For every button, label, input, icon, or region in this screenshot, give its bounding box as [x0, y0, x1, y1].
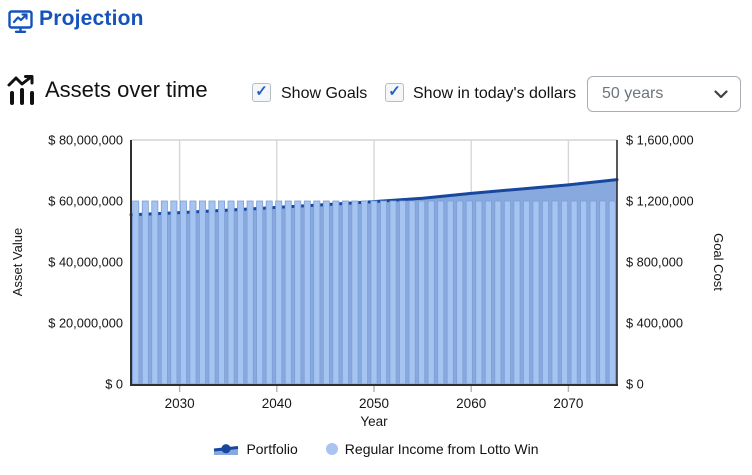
income-bar [208, 200, 216, 385]
income-bar [484, 200, 492, 385]
income-bar [532, 200, 540, 385]
income-bar [170, 200, 178, 385]
assets-over-time-chart: 2030 2040 2050 2060 2070 Year $ 0 $ 20,000,000 $… [0, 127, 752, 439]
income-bar [189, 200, 197, 385]
income-bar [503, 200, 511, 385]
chart-legend: Portfolio Regular Income from Lotto Win [0, 441, 752, 457]
right-axis-title: Goal Cost [711, 233, 726, 291]
left-axis-title: Asset Value [10, 228, 25, 296]
income-bar [475, 200, 483, 385]
projection-monitor-icon [8, 10, 33, 33]
right-tick-label: $ 1,200,000 [626, 194, 694, 209]
legend-item-portfolio[interactable]: Portfolio [213, 441, 298, 457]
income-bar [237, 200, 245, 385]
left-tick-label: $ 0 [105, 377, 123, 392]
income-bar [141, 200, 149, 385]
income-bar [303, 200, 311, 385]
left-tick-label: $ 80,000,000 [48, 133, 123, 148]
income-bar [351, 200, 359, 385]
income-bar [332, 200, 340, 385]
chart-canvas: 2030 2040 2050 2060 2070 Year $ 0 $ 20,000,000 $… [10, 133, 726, 430]
income-bar [551, 200, 559, 385]
projection-range-select[interactable]: 50 years [587, 76, 741, 112]
left-tick-label: $ 20,000,000 [48, 316, 123, 331]
income-bar [370, 200, 378, 385]
range-select-value: 50 years [602, 85, 664, 102]
income-bar [284, 200, 292, 385]
x-tick-label: 2070 [553, 396, 583, 411]
todays-dollars-label[interactable]: Show in today's dollars [413, 85, 577, 102]
income-bar [179, 200, 187, 385]
income-bar [275, 200, 283, 385]
income-bar [399, 200, 407, 385]
income-bar [580, 200, 588, 385]
income-bar [427, 200, 435, 385]
income-bar [456, 200, 464, 385]
income-bar [570, 200, 578, 385]
x-tick-label: 2050 [359, 396, 389, 411]
income-bar [341, 200, 349, 385]
income-bar [599, 200, 607, 385]
portfolio-legend-marker-icon [214, 443, 239, 455]
show-goals-label[interactable]: Show Goals [281, 85, 368, 102]
right-tick-label: $ 400,000 [626, 316, 683, 331]
income-bar [389, 200, 397, 385]
x-tick-label: 2040 [262, 396, 292, 411]
lotto-legend-marker-icon [325, 443, 338, 455]
income-bar [227, 200, 235, 385]
left-tick-label: $ 40,000,000 [48, 255, 123, 270]
income-bar [313, 200, 321, 385]
todays-dollars-checkbox[interactable]: ✓ [385, 83, 404, 102]
left-tick-label: $ 60,000,000 [48, 194, 123, 209]
legend-label: Portfolio [246, 441, 298, 457]
income-bar [608, 200, 616, 385]
income-bar [542, 200, 549, 385]
income-bar [589, 200, 597, 385]
income-bar [418, 200, 426, 385]
income-bar [561, 200, 569, 385]
show-goals-checkbox[interactable]: ✓ [252, 83, 271, 102]
income-bar [160, 200, 168, 385]
income-bar [437, 200, 445, 385]
income-bar [132, 200, 140, 385]
income-bar [494, 200, 502, 385]
income-bar [265, 200, 273, 385]
x-tick-label: 2060 [456, 396, 486, 411]
legend-label: Regular Income from Lotto Win [344, 441, 539, 457]
legend-item-lotto-income[interactable]: Regular Income from Lotto Win [325, 441, 539, 457]
income-bar [218, 200, 225, 385]
x-axis-title: Year [360, 414, 388, 429]
income-bar [446, 200, 454, 385]
income-bar [246, 200, 254, 385]
x-tick-label: 2030 [165, 396, 195, 411]
income-bar [199, 200, 206, 385]
checkmark-icon: ✓ [388, 83, 401, 100]
income-bar [513, 200, 521, 385]
section-title: Assets over time [45, 77, 208, 102]
chevron-down-icon [714, 89, 728, 98]
income-bar [361, 200, 368, 385]
assets-chart-icon [7, 75, 34, 105]
right-tick-label: $ 1,600,000 [626, 133, 694, 148]
page-title: Projection [39, 7, 144, 30]
income-bar [465, 200, 473, 385]
income-bar [151, 200, 159, 385]
right-tick-label: $ 800,000 [626, 255, 683, 270]
income-bar [294, 200, 302, 385]
checkmark-icon: ✓ [255, 83, 268, 100]
income-bar [256, 200, 264, 385]
right-tick-label: $ 0 [626, 377, 644, 392]
income-bar [523, 200, 530, 385]
income-bar [322, 200, 330, 385]
income-bar [380, 200, 387, 385]
income-bar [408, 200, 416, 385]
